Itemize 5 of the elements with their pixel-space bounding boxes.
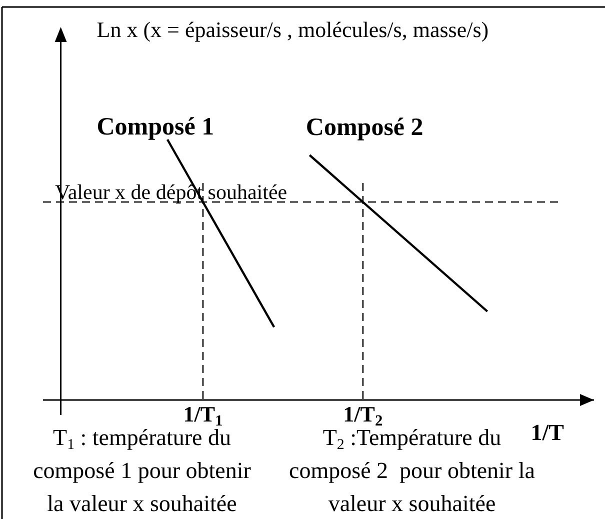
series-label: Composé 2 <box>306 114 424 142</box>
series-label: Composé 1 <box>96 114 214 140</box>
x-tick-label: 1/T$_{2}$ <box>343 402 383 430</box>
y-axis-title: Ln x (x = épaisseur/s , molécules/s, masse/s) <box>96 17 489 42</box>
x-axis-title: 1/T <box>530 420 564 445</box>
